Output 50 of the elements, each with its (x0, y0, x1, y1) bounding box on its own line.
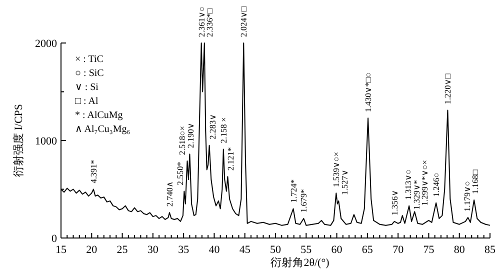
peak-label: 2.336*□ (204, 8, 214, 37)
x-axis-title: 衍射角2θ/(°) (270, 256, 330, 269)
peak-label: 1.539∨○× (331, 152, 342, 188)
peak-label: 1.220∨□ (442, 74, 453, 104)
x-tick-label: 20 (86, 244, 98, 256)
annotation: □ : Al (75, 96, 98, 107)
peak-label: 4.391* (88, 160, 98, 184)
x-tick-label: 60 (331, 244, 343, 256)
peak-label: 1.724* (288, 179, 298, 203)
peak-label: 2.190∨ (186, 122, 196, 148)
peak-label: 2.158 × (218, 117, 228, 144)
peak-label: 1.246○ (431, 172, 442, 197)
peak-label: 2.121* (226, 147, 236, 171)
y-tick-label: 2000 (35, 38, 58, 50)
peak-label: 1.168□ (470, 170, 480, 194)
peak-label: 1.679* (298, 189, 309, 212)
peak-label: 2.518○× (177, 126, 188, 155)
x-tick-label: 70 (392, 244, 404, 256)
annotation: ∨ : Si (75, 82, 99, 93)
annotation: * : AlCuMg (75, 110, 123, 121)
peak-label: 2.024∨□ (238, 6, 249, 37)
y-tick-label: 1000 (35, 136, 58, 148)
y-axis-title: 衍射强度 I/CPS (12, 104, 25, 178)
x-tick-label: 75 (423, 244, 435, 256)
x-tick-label: 25 (116, 244, 128, 256)
x-tick-label: 40 (208, 244, 220, 256)
x-tick-label: 80 (454, 244, 466, 256)
peak-label: 2.283∨ (207, 114, 218, 140)
peak-label: 1.313∨○ (403, 169, 414, 200)
x-tick-label: 50 (270, 244, 282, 256)
peak-label: 2.550* (175, 162, 186, 186)
x-tick-label: 55 (300, 244, 312, 256)
x-tick-label: 35 (178, 244, 190, 256)
x-tick-label: 85 (484, 244, 496, 256)
x-tick-label: 15 (56, 244, 67, 256)
x-tick-label: 45 (239, 244, 251, 256)
peak-label: 2.740∧ (164, 181, 174, 207)
annotation: ∧ Al₇Cu₃Mg₆ (75, 124, 131, 135)
peak-label: 1.329∨* (411, 180, 422, 210)
annotation: ○ : SiC (75, 68, 104, 79)
annotation: × : TiC (75, 54, 104, 65)
x-tick-label: 30 (147, 244, 159, 256)
y-tick-label: 0 (52, 233, 58, 245)
peak-label: 1.356∨ (389, 190, 400, 216)
peak-label: 1.527∨ (340, 170, 350, 195)
peak-label: 1.430∨*□○ (363, 72, 374, 112)
peak-label: 1.299∨*∨○× (420, 160, 430, 206)
peak-label: 1.179∨○ (462, 181, 472, 212)
peak-label: 2.361∨○ (196, 6, 206, 37)
x-tick-label: 65 (362, 244, 374, 256)
